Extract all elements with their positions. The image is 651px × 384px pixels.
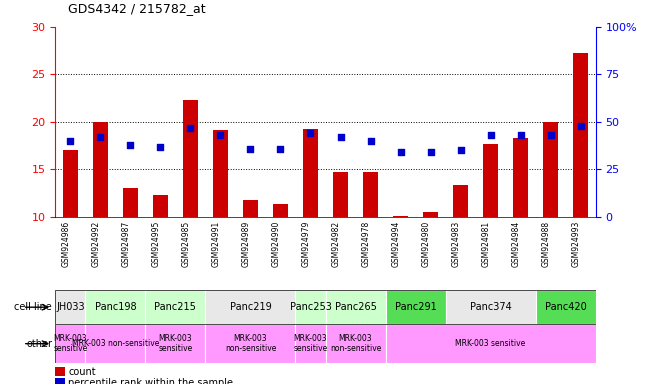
Bar [55,290,85,324]
Text: GSM924982: GSM924982 [331,220,340,267]
Bar [303,129,318,217]
Text: GSM924987: GSM924987 [121,220,130,267]
Text: GSM924978: GSM924978 [361,220,370,267]
Text: GSM924981: GSM924981 [482,220,491,267]
Bar [543,122,558,217]
Text: JH033: JH033 [56,302,85,312]
Point [215,132,226,138]
Point [305,130,316,136]
Text: Panc291: Panc291 [395,302,436,312]
Point [65,138,76,144]
Bar [206,324,296,363]
Point [125,142,135,148]
Text: MRK-003 non-sensitive: MRK-003 non-sensitive [72,339,159,348]
Bar [55,324,85,363]
Bar [333,172,348,217]
Bar [296,290,326,324]
Text: GSM924994: GSM924994 [391,220,400,267]
Point [245,146,256,152]
Bar [536,290,596,324]
Bar [296,324,326,363]
Bar [483,144,498,217]
Bar [85,290,145,324]
Point [275,146,286,152]
Text: Panc253: Panc253 [290,302,331,312]
Text: GSM924979: GSM924979 [301,220,311,267]
Text: GSM924988: GSM924988 [542,220,551,267]
Point [186,124,196,131]
Bar [153,195,168,217]
Point [456,147,466,154]
Text: GSM924989: GSM924989 [242,220,251,267]
Point [95,134,105,140]
Text: Panc374: Panc374 [470,302,512,312]
Bar [445,290,536,324]
Text: GSM924986: GSM924986 [61,220,70,267]
Bar [145,324,206,363]
Text: MRK-003
sensitive: MRK-003 sensitive [158,334,193,353]
Point [575,122,586,129]
Bar [326,324,385,363]
Text: Panc420: Panc420 [545,302,587,312]
Text: MRK-003
sensitive: MRK-003 sensitive [294,334,327,353]
Text: count: count [68,367,96,377]
Bar [385,290,445,324]
Bar [206,290,296,324]
Point [155,144,165,150]
Text: GSM924990: GSM924990 [271,220,281,267]
Bar [393,216,408,217]
Text: GDS4342 / 215782_at: GDS4342 / 215782_at [68,2,206,15]
Text: Panc265: Panc265 [335,302,376,312]
Bar [85,324,145,363]
Bar [385,324,596,363]
Bar [363,172,378,217]
Text: GSM924985: GSM924985 [182,220,191,267]
Bar [273,204,288,217]
Text: Panc198: Panc198 [94,302,136,312]
Bar [423,212,438,217]
Text: Panc215: Panc215 [154,302,197,312]
Bar [145,290,206,324]
Text: GSM924995: GSM924995 [152,220,160,267]
Bar [93,122,108,217]
Bar [213,131,228,217]
Point [546,132,556,138]
Point [425,149,436,156]
Text: GSM924991: GSM924991 [212,220,221,267]
Text: GSM924984: GSM924984 [512,220,521,267]
Text: percentile rank within the sample: percentile rank within the sample [68,378,233,384]
Bar [326,290,385,324]
Text: MRK-003
non-sensitive: MRK-003 non-sensitive [225,334,276,353]
Bar [513,138,528,217]
Text: MRK-003
non-sensitive: MRK-003 non-sensitive [330,334,381,353]
Point [395,149,406,156]
Text: GSM924983: GSM924983 [452,220,461,267]
Text: GSM924980: GSM924980 [422,220,430,267]
Point [365,138,376,144]
Point [335,134,346,140]
Bar [243,200,258,217]
Text: GSM924993: GSM924993 [572,220,581,267]
Bar [63,151,78,217]
Text: other: other [26,339,52,349]
Bar [453,185,468,217]
Text: cell line: cell line [14,302,52,312]
Bar [123,189,138,217]
Text: Panc219: Panc219 [230,302,271,312]
Text: GSM924992: GSM924992 [91,220,100,267]
Bar [183,100,198,217]
Bar [573,53,588,217]
Point [516,132,526,138]
Point [486,132,496,138]
Text: MRK-003
sensitive: MRK-003 sensitive [53,334,87,353]
Text: MRK-003 sensitive: MRK-003 sensitive [456,339,526,348]
